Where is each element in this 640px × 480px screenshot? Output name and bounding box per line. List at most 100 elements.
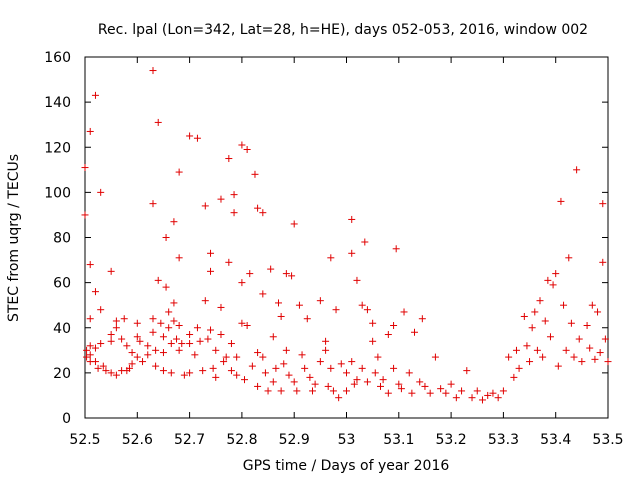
data-point-128 [285, 371, 293, 379]
data-point-42 [149, 67, 157, 75]
data-point-13 [91, 358, 99, 366]
data-point-171 [384, 389, 392, 397]
data-point-161 [361, 238, 369, 246]
data-point-103 [238, 319, 246, 327]
data-point-231 [596, 349, 604, 357]
data-point-224 [575, 335, 583, 343]
data-point-197 [494, 394, 502, 402]
data-point-55 [162, 283, 170, 291]
data-point-73 [186, 369, 194, 377]
data-point-138 [309, 387, 317, 395]
x-tick-label-4: 52.9 [279, 432, 310, 448]
data-point-190 [458, 387, 466, 395]
data-point-80 [201, 297, 209, 305]
data-point-34 [128, 360, 136, 368]
data-point-19 [102, 367, 110, 375]
x-tick-label-8: 53.3 [488, 432, 519, 448]
y-tick-label-4: 80 [53, 231, 71, 247]
data-point-212 [544, 276, 552, 284]
data-point-109 [251, 170, 259, 178]
data-point-11 [91, 288, 99, 296]
data-point-50 [157, 319, 165, 327]
data-point-144 [324, 382, 332, 390]
data-point-27 [118, 335, 126, 343]
data-point-59 [167, 369, 175, 377]
data-point-230 [594, 308, 602, 316]
data-point-15 [97, 188, 105, 196]
data-point-72 [186, 340, 194, 348]
data-point-207 [531, 308, 539, 316]
data-point-35 [133, 319, 141, 327]
data-point-68 [178, 340, 186, 348]
data-point-218 [560, 301, 568, 309]
data-point-93 [225, 155, 233, 163]
data-point-51 [159, 333, 167, 341]
data-point-206 [528, 324, 536, 332]
data-point-57 [165, 324, 173, 332]
data-point-81 [204, 335, 212, 343]
data-point-136 [303, 315, 311, 323]
y-tick-label-8: 160 [44, 50, 71, 66]
data-point-92 [222, 353, 230, 361]
data-point-91 [220, 358, 228, 366]
data-point-86 [212, 346, 220, 354]
data-point-97 [230, 191, 238, 199]
data-point-33 [128, 349, 136, 357]
data-point-177 [400, 308, 408, 316]
x-tick-label-0: 52.5 [69, 432, 100, 448]
data-point-39 [139, 358, 147, 366]
data-point-20 [107, 267, 115, 275]
data-point-69 [180, 371, 188, 379]
data-point-106 [243, 321, 251, 329]
data-point-24 [112, 317, 120, 325]
x-tick-label-3: 52.8 [226, 432, 257, 448]
data-point-112 [254, 382, 262, 390]
data-point-209 [536, 297, 544, 305]
data-point-6 [86, 315, 94, 323]
data-point-77 [196, 337, 204, 345]
data-point-45 [149, 328, 157, 336]
y-tick-label-0: 0 [62, 411, 71, 427]
data-point-215 [552, 270, 560, 278]
data-point-37 [133, 353, 141, 361]
data-point-105 [243, 146, 251, 154]
data-point-7 [86, 342, 94, 350]
data-point-104 [241, 376, 249, 384]
data-point-114 [259, 290, 267, 298]
data-point-87 [212, 373, 220, 381]
data-point-164 [369, 319, 377, 327]
data-point-187 [442, 389, 450, 397]
y-tick-label-6: 120 [44, 140, 71, 156]
data-point-62 [170, 317, 178, 325]
data-point-110 [254, 204, 262, 212]
data-point-2 [83, 346, 91, 354]
data-point-229 [591, 355, 599, 363]
data-point-126 [282, 270, 290, 278]
data-point-152 [343, 369, 350, 377]
data-point-100 [233, 371, 241, 379]
data-point-228 [588, 301, 596, 309]
x-tick-label-7: 53.2 [436, 432, 467, 448]
x-axis-label: GPS time / Days of year 2016 [243, 458, 450, 474]
data-point-184 [426, 389, 434, 397]
data-point-150 [337, 360, 345, 368]
data-point-146 [327, 364, 335, 372]
data-point-235 [604, 358, 612, 366]
data-point-29 [120, 315, 128, 323]
data-point-137 [306, 373, 314, 381]
data-point-26 [112, 371, 120, 379]
data-point-175 [395, 380, 403, 388]
data-point-25 [112, 324, 120, 332]
data-point-216 [554, 362, 562, 370]
data-point-21 [107, 331, 115, 339]
x-tick-label-2: 52.7 [174, 432, 205, 448]
data-point-226 [583, 321, 591, 329]
data-point-160 [358, 364, 366, 372]
data-point-118 [267, 265, 275, 273]
data-point-125 [280, 360, 288, 368]
data-point-140 [316, 297, 324, 305]
data-point-156 [350, 380, 358, 388]
data-point-65 [175, 254, 183, 262]
data-point-194 [478, 396, 486, 404]
data-point-213 [546, 333, 554, 341]
